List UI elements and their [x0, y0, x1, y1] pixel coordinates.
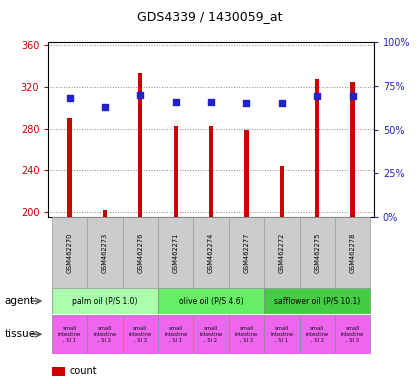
Bar — [193, 217, 229, 288]
Bar — [315, 79, 319, 217]
Text: GDS4339 / 1430059_at: GDS4339 / 1430059_at — [137, 10, 283, 23]
Text: GSM462275: GSM462275 — [314, 232, 320, 273]
Bar — [67, 118, 72, 217]
Text: tissue: tissue — [4, 329, 35, 339]
Text: GSM462270: GSM462270 — [66, 232, 73, 273]
Bar — [280, 166, 284, 217]
Bar — [209, 126, 213, 217]
Bar — [350, 82, 355, 217]
Text: small
intestine
, SI 2: small intestine , SI 2 — [93, 326, 116, 343]
Text: small
intestine
, SI 1: small intestine , SI 1 — [164, 326, 187, 343]
Bar — [244, 130, 249, 217]
Bar — [52, 367, 65, 376]
Point — [208, 99, 215, 105]
Bar — [173, 126, 178, 217]
Text: count: count — [69, 366, 97, 376]
Bar — [123, 217, 158, 288]
Bar — [158, 217, 193, 288]
Bar — [87, 315, 123, 354]
Text: palm oil (P/S 1.0): palm oil (P/S 1.0) — [72, 296, 138, 306]
Text: GSM462278: GSM462278 — [349, 232, 356, 273]
Bar — [335, 315, 370, 354]
Bar — [52, 217, 87, 288]
Text: small
intestine
, SI 3: small intestine , SI 3 — [235, 326, 258, 343]
Bar — [123, 315, 158, 354]
Text: agent: agent — [4, 296, 34, 306]
Point — [172, 99, 179, 105]
Text: GSM462271: GSM462271 — [173, 232, 178, 273]
Text: GSM462277: GSM462277 — [244, 232, 249, 273]
Text: small
intestine
, SI 1: small intestine , SI 1 — [270, 326, 294, 343]
Point — [66, 95, 73, 101]
Text: GSM462272: GSM462272 — [279, 232, 285, 273]
Text: GSM462276: GSM462276 — [137, 232, 143, 273]
Text: GSM462273: GSM462273 — [102, 232, 108, 273]
Point — [137, 92, 144, 98]
Text: small
intestine
, SI 1: small intestine , SI 1 — [58, 326, 81, 343]
Bar — [229, 217, 264, 288]
Bar — [138, 73, 142, 217]
Bar — [264, 288, 370, 314]
Bar — [52, 288, 158, 314]
Bar — [264, 315, 299, 354]
Text: small
intestine
, SI 3: small intestine , SI 3 — [129, 326, 152, 343]
Point — [314, 93, 320, 99]
Point — [278, 100, 285, 106]
Text: olive oil (P/S 4.6): olive oil (P/S 4.6) — [179, 296, 243, 306]
Point — [349, 93, 356, 99]
Bar — [193, 315, 229, 354]
Text: small
intestine
, SI 3: small intestine , SI 3 — [341, 326, 364, 343]
Bar — [103, 210, 107, 217]
Bar — [229, 315, 264, 354]
Text: safflower oil (P/S 10.1): safflower oil (P/S 10.1) — [274, 296, 360, 306]
Text: small
intestine
, SI 2: small intestine , SI 2 — [200, 326, 223, 343]
Bar — [335, 217, 370, 288]
Text: small
intestine
, SI 2: small intestine , SI 2 — [306, 326, 329, 343]
Bar — [299, 315, 335, 354]
Bar — [52, 315, 87, 354]
Text: GSM462274: GSM462274 — [208, 232, 214, 273]
Bar — [158, 288, 264, 314]
Point — [243, 100, 250, 106]
Bar — [299, 217, 335, 288]
Bar — [87, 217, 123, 288]
Bar — [264, 217, 299, 288]
Point — [102, 104, 108, 110]
Bar — [158, 315, 193, 354]
